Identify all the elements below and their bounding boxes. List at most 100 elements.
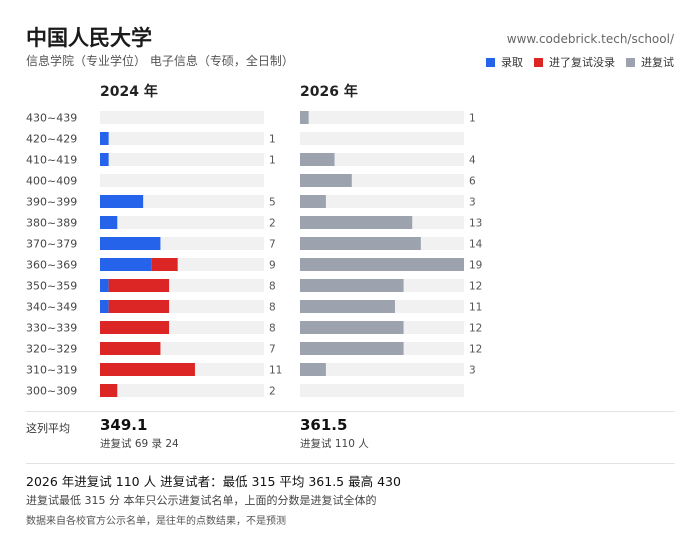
bar-value-label: 12 [469,344,482,356]
bar-track [100,111,264,124]
legend-label-admitted: 录取 [501,56,523,69]
legend-swatch-admitted [486,57,495,67]
bar-segment [300,237,421,250]
panel-title-2026: 2026 年 [300,84,358,100]
bar-segment [100,300,109,313]
category-label: 320~329 [26,343,77,356]
bar-value-label: 8 [269,323,276,335]
bar-segment [100,195,144,208]
page-subtitle: 信息学院（专业学位） 电子信息（专硕，全日制） [26,54,294,68]
summary-line-1: 2026 年进复试 110 人 进复试者：最低 315 平均 361.5 最高 … [26,474,401,489]
legend-swatch-interviewed [626,57,635,67]
bar-segment [108,300,170,313]
bar-track [100,216,264,229]
bar-segment [100,258,152,271]
average-2026-sub: 进复试 110 人 [300,438,369,450]
bar-value-label: 1 [269,134,276,146]
bar-value-label: 6 [469,176,476,188]
bar-segment [300,363,326,376]
bar-value-label: 11 [469,302,482,314]
category-label: 330~339 [26,322,77,335]
bar-value-label: 2 [269,386,276,398]
average-2024-value: 349.1 [100,416,148,434]
bar-segment [300,153,335,166]
bar-value-label: 1 [269,155,276,167]
bar-value-label: 8 [269,302,276,314]
bar-segment [300,174,352,187]
average-2026-value: 361.5 [300,416,348,434]
bar-segment [100,363,195,376]
bar-value-label: 11 [269,365,282,377]
bar-value-label: 12 [469,281,482,293]
bar-track [300,111,464,124]
site-url[interactable]: www.codebrick.tech/school/ [506,32,674,46]
bar-segment [108,279,170,292]
bar-track [100,384,264,397]
bar-value-label: 7 [269,344,276,356]
bar-value-label: 14 [469,239,483,251]
bar-segment [300,342,404,355]
bar-value-label: 3 [469,197,476,209]
bar-value-label: 4 [469,155,476,167]
legend-item-interviewed: 进复试 [626,54,674,70]
legend-swatch-rejected [534,57,543,67]
category-label: 360~369 [26,259,77,272]
bar-track [300,384,464,397]
summary-line-3: 数据来自各校官方公示名单，是往年的点数结果，不是预测 [26,516,286,527]
category-label: 370~379 [26,238,77,251]
legend-item-rejected: 进了复试没录 [534,54,615,70]
bar-value-label: 3 [469,365,476,377]
bar-segment [100,384,118,397]
bar-track [300,363,464,376]
bar-segment [300,300,395,313]
category-label: 380~389 [26,217,77,230]
category-label: 350~359 [26,280,77,293]
category-label: 310~319 [26,364,77,377]
divider-bottom [26,463,675,464]
bar-value-label: 12 [469,323,482,335]
bar-segment [100,342,161,355]
bar-segment [300,111,309,124]
bar-track [300,153,464,166]
divider-top [26,411,675,412]
bar-segment [100,321,170,334]
bar-segment [100,279,109,292]
average-label: 这列平均 [26,422,70,435]
panel-title-2024: 2024 年 [100,84,158,100]
bar-value-label: 2 [269,218,276,230]
bar-segment [300,258,464,271]
category-label: 400~409 [26,175,77,188]
category-label: 390~399 [26,196,77,209]
bar-value-label: 7 [269,239,276,251]
bar-segment [300,216,413,229]
average-2024-sub: 进复试 69 录 24 [100,438,179,450]
bar-track [300,195,464,208]
legend-item-admitted: 录取 [486,54,523,70]
bar-value-label: 5 [269,197,276,209]
bar-segment [151,258,178,271]
bar-segment [100,237,161,250]
bar-track [300,132,464,145]
bar-track [100,153,264,166]
bar-value-label: 1 [469,113,476,125]
bar-value-label: 8 [269,281,276,293]
bar-value-label: 13 [469,218,482,230]
bar-segment [300,195,326,208]
bar-value-label: 9 [269,260,276,272]
chart-legend: 录取 进了复试没录 进复试 [486,54,674,70]
bar-track [100,132,264,145]
category-label: 410~419 [26,154,77,167]
page-title: 中国人民大学 [26,26,152,50]
category-label: 430~439 [26,112,77,125]
bar-segment [100,132,109,145]
bar-segment [300,321,404,334]
bar-segment [300,279,404,292]
legend-label-interviewed: 进复试 [641,56,674,69]
bar-segment [100,216,118,229]
category-label: 340~349 [26,301,77,314]
bar-track [100,174,264,187]
bar-segment [100,153,109,166]
category-label: 420~429 [26,133,77,146]
bar-value-label: 19 [469,260,482,272]
